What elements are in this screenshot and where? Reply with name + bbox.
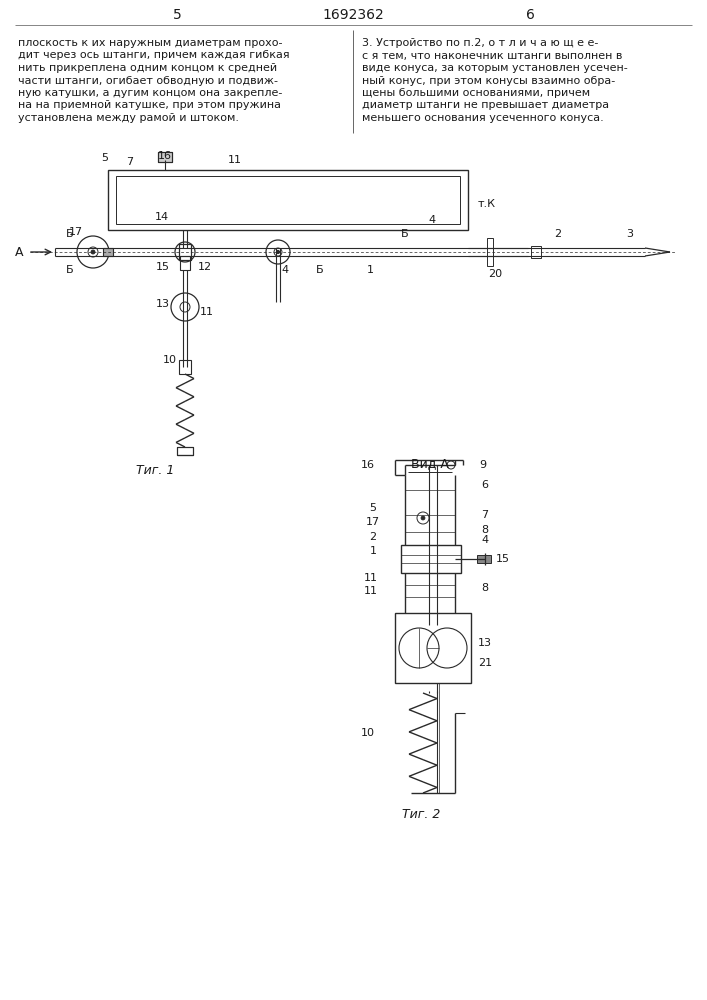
Text: 2: 2 [554,229,561,239]
Bar [179,244,191,260]
Text: Б: Б [66,229,74,239]
Text: 4: 4 [281,265,288,275]
Text: дит через ось штанги, причем каждая гибкая: дит через ось штанги, причем каждая гибк… [18,50,290,60]
Bar [177,447,193,455]
Bar [103,248,113,256]
Text: A: A [15,245,23,258]
Text: 17: 17 [366,517,380,527]
Text: 3. Устройство по п.2, о т л и ч а ю щ е е-: 3. Устройство по п.2, о т л и ч а ю щ е … [362,38,598,48]
Bar [158,152,172,162]
Text: 10: 10 [163,355,177,365]
Text: 11: 11 [228,155,242,165]
Text: 14: 14 [155,212,169,222]
Text: т.К: т.К [478,199,496,209]
Text: плоскость к их наружным диаметрам прохо-: плоскость к их наружным диаметрам прохо- [18,38,283,48]
Text: 1: 1 [370,546,377,556]
Text: части штанги, огибает обводную и подвиж-: части штанги, огибает обводную и подвиж- [18,76,278,86]
Text: 6: 6 [525,8,534,22]
Text: 10: 10 [361,728,375,738]
Text: 2: 2 [370,532,377,542]
Text: 11: 11 [364,586,378,596]
Text: 12: 12 [198,262,212,272]
Bar [177,447,193,455]
Circle shape [180,302,190,312]
Text: щены большими основаниями, причем: щены большими основаниями, причем [362,88,590,98]
Bar [531,246,541,258]
Text: 1692362: 1692362 [322,8,384,22]
Text: 17: 17 [69,227,83,237]
Bar [108,170,468,230]
Text: меньшего основания усеченного конуса.: меньшего основания усеченного конуса. [362,113,604,123]
Text: 21: 21 [478,658,492,668]
Text: с я тем, что наконечник штанги выполнен в: с я тем, что наконечник штанги выполнен … [362,50,622,60]
Text: 8: 8 [481,525,489,535]
Text: 4: 4 [481,535,489,545]
Text: 8: 8 [481,583,489,593]
Text: 15: 15 [156,262,170,272]
Text: 13: 13 [156,299,170,309]
Text: ный конус, при этом конусы взаимно обра-: ный конус, при этом конусы взаимно обра- [362,76,615,86]
Text: Б: Б [66,265,74,275]
Bar [158,152,172,162]
Text: ную катушки, а дугим концом она закрепле-: ную катушки, а дугим концом она закрепле… [18,88,282,98]
Bar [116,176,460,224]
Text: 13: 13 [478,638,492,648]
Circle shape [421,516,425,520]
Bar [180,256,190,270]
Text: 5: 5 [102,153,108,163]
Text: на на приемной катушке, при этом пружина: на на приемной катушке, при этом пружина [18,101,281,110]
Text: 5: 5 [370,503,377,513]
Text: нить прикреплена одним концом к средней: нить прикреплена одним концом к средней [18,63,277,73]
Bar [401,545,461,573]
Text: виде конуса, за которым установлен усечен-: виде конуса, за которым установлен усече… [362,63,628,73]
Text: 7: 7 [481,510,489,520]
Text: 5: 5 [173,8,182,22]
Text: 1: 1 [366,265,373,275]
Text: 9: 9 [479,460,486,470]
Text: Вид A: Вид A [411,458,449,471]
Text: Б: Б [401,229,409,239]
Bar [477,555,491,563]
Bar [179,244,191,260]
Bar [179,360,191,374]
Text: 4: 4 [428,215,436,225]
Text: 20: 20 [488,269,502,279]
Text: Б: Б [316,265,324,275]
Text: 3: 3 [626,229,633,239]
Text: 16: 16 [158,151,172,161]
Bar [395,613,471,683]
Text: 7: 7 [127,157,134,167]
Text: Τиг. 2: Τиг. 2 [402,808,440,822]
Text: Τиг. 1: Τиг. 1 [136,464,174,477]
Circle shape [182,248,189,255]
Text: установлена между рамой и штоком.: установлена между рамой и штоком. [18,113,239,123]
Circle shape [276,250,279,253]
Circle shape [91,250,95,254]
Text: 16: 16 [361,460,375,470]
Text: 11: 11 [200,307,214,317]
Text: 6: 6 [481,480,489,490]
Text: 11: 11 [364,573,378,583]
Text: диаметр штанги не превышает диаметра: диаметр штанги не превышает диаметра [362,101,609,110]
Text: 15: 15 [496,554,510,564]
Bar [487,238,493,266]
